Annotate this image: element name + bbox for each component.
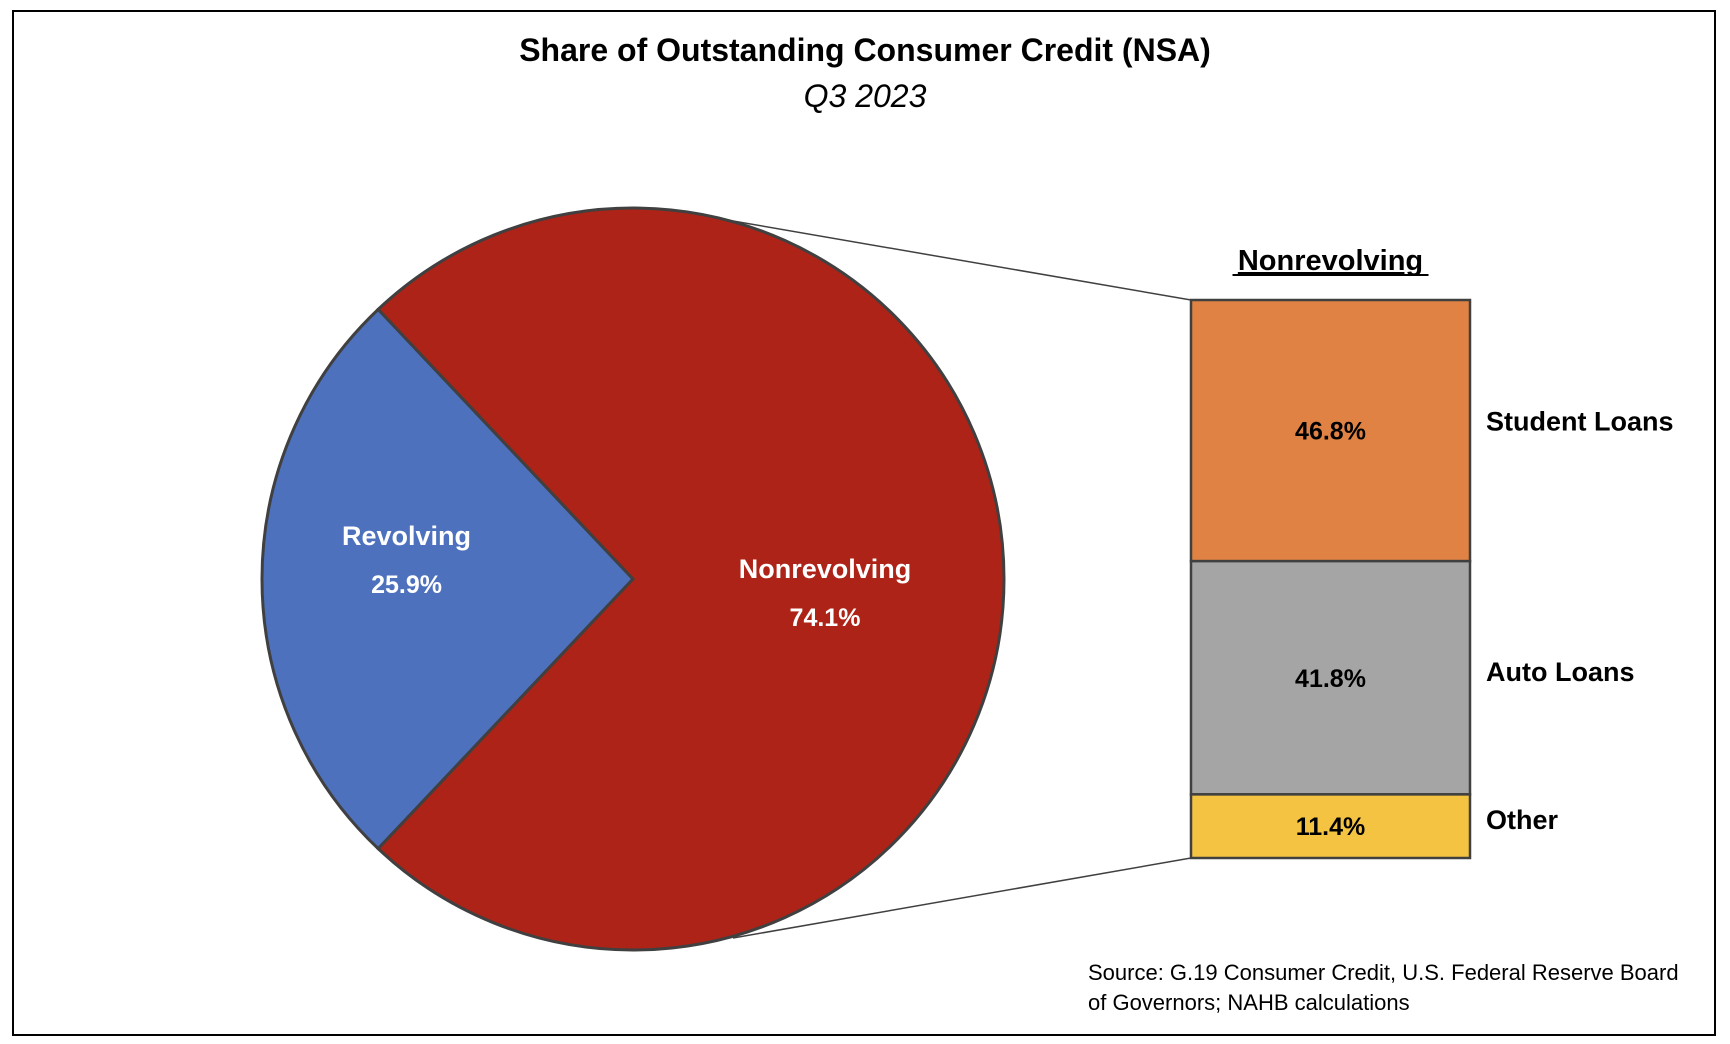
bar-value-student-loans: 46.8% bbox=[1295, 418, 1366, 446]
chart-frame bbox=[12, 10, 1716, 1036]
source-note: Source: G.19 Consumer Credit, U.S. Feder… bbox=[1088, 960, 1679, 1015]
pie-value-revolving: 25.9% bbox=[371, 571, 442, 599]
bar-label-student-loans: Student Loans bbox=[1486, 407, 1674, 437]
bar-label-other: Other bbox=[1486, 805, 1559, 835]
pie-label-revolving: Revolving bbox=[342, 521, 471, 551]
chart-subtitle: Q3 2023 bbox=[803, 78, 927, 114]
breakdown-title: Nonrevolving bbox=[1238, 245, 1423, 277]
bar-value-auto-loans: 41.8% bbox=[1295, 665, 1366, 693]
bar-segment-other bbox=[1189, 793, 1472, 860]
connector-line-bottom bbox=[732, 857, 1192, 939]
pie-slice-nonrevolving bbox=[376, 206, 1006, 952]
bar-segment-student-loans bbox=[1189, 298, 1472, 563]
bar-value-other: 11.4% bbox=[1296, 813, 1366, 841]
pie-label-nonrevolving: Nonrevolving bbox=[739, 554, 912, 584]
chart-title: Share of Outstanding Consumer Credit (NS… bbox=[519, 32, 1211, 68]
bar-label-auto-loans: Auto Loans bbox=[1486, 657, 1635, 687]
pie-value-nonrevolving: 74.1% bbox=[790, 604, 861, 632]
pie-slice-revolving bbox=[260, 307, 636, 851]
connector-line-top bbox=[732, 220, 1192, 301]
bar-segment-auto-loans bbox=[1189, 559, 1472, 796]
